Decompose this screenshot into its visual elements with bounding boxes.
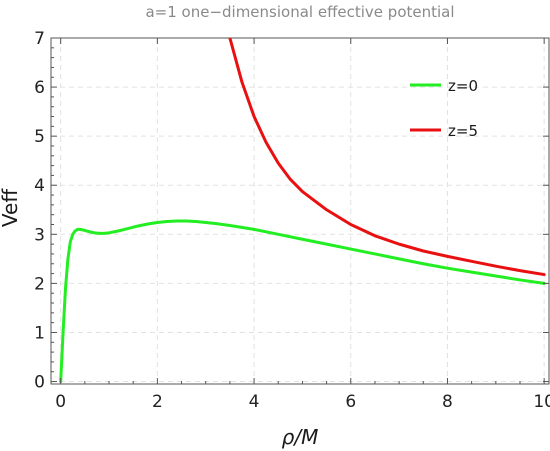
chart-title: a=1 one−dimensional effective potential	[145, 3, 454, 21]
y-tick-label-5: 5	[34, 127, 45, 147]
y-tick-label-4: 4	[34, 176, 45, 196]
legend-label-z=5: z=5	[448, 122, 478, 140]
y-tick-label-3: 3	[34, 225, 45, 245]
axis-ticks: 0 2 4 6 8 10 0 1 2 3 4 5 6 7	[34, 29, 550, 412]
x-axis-label: ρ/M	[282, 425, 319, 449]
legend-label-z=0: z=0	[448, 77, 478, 95]
x-tick-label-5: 10	[533, 392, 550, 412]
y-axis-label: Veff	[0, 188, 22, 227]
plot-frame	[50, 37, 550, 385]
legend: z=0 z=5	[410, 77, 478, 140]
x-tick-label-2: 4	[249, 392, 260, 412]
x-tick-label-1: 2	[152, 392, 163, 412]
plot-border	[50, 37, 550, 385]
x-tick-label-0: 0	[55, 392, 66, 412]
series-line-z=0	[59, 219, 546, 384]
y-tick-label-2: 2	[34, 274, 45, 294]
y-tick-label-0: 0	[34, 373, 45, 393]
x-tick-label-4: 8	[442, 392, 453, 412]
x-tick-label-3: 6	[345, 392, 356, 412]
y-tick-label-6: 6	[34, 78, 45, 98]
y-tick-label-7: 7	[34, 29, 45, 49]
series-group	[59, 38, 546, 384]
series-line-z=5	[228, 38, 546, 277]
y-tick-label-1: 1	[34, 323, 45, 343]
